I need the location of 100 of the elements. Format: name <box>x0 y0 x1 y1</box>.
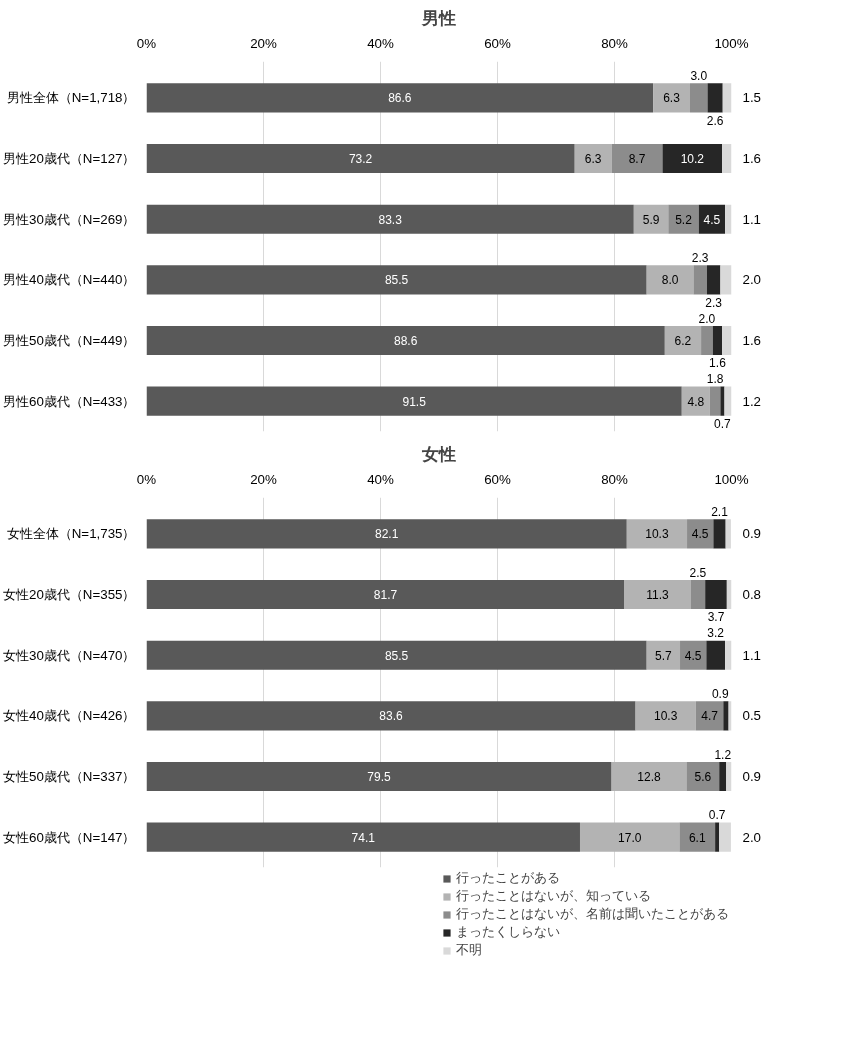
y-tick-label: 男性60歳代（N=433） <box>3 393 136 409</box>
bar <box>726 761 732 792</box>
bar <box>611 761 687 792</box>
bar <box>725 519 731 549</box>
bar <box>635 701 696 731</box>
data-label: 0.9 <box>711 686 729 701</box>
data-label: 4.5 <box>684 648 702 663</box>
data-label: 1.1 <box>742 647 762 663</box>
bar <box>724 386 732 416</box>
bar <box>679 822 716 852</box>
data-label: 5.6 <box>694 770 712 785</box>
y-tick-label: 男性20歳代（N=127） <box>3 151 136 167</box>
data-label: 79.5 <box>367 770 392 785</box>
bar <box>146 325 665 356</box>
bar <box>712 325 723 356</box>
x-tick-label: 0% <box>136 471 157 487</box>
data-label: 10.3 <box>645 527 669 542</box>
data-label: 4.7 <box>701 709 719 724</box>
bar <box>624 579 691 610</box>
data-label: 3.2 <box>707 626 725 641</box>
bar <box>146 265 647 295</box>
bar <box>695 701 724 731</box>
bar <box>579 822 680 852</box>
x-tick-label: 60% <box>484 35 511 51</box>
x-tick-label: 100% <box>714 471 749 487</box>
data-label: 2.6 <box>706 113 724 128</box>
y-tick-label: 女性全体（N=1,735） <box>6 526 136 542</box>
data-label: 1.8 <box>706 372 724 387</box>
bar <box>722 325 732 356</box>
data-label: 12.8 <box>637 770 662 785</box>
bar <box>574 143 612 174</box>
bar <box>668 204 699 234</box>
data-label: 11.3 <box>646 588 670 603</box>
chart-title: 男性 <box>421 7 456 28</box>
y-tick-label: 女性40歳代（N=426） <box>3 708 136 724</box>
data-label: 2.0 <box>742 829 762 845</box>
bar <box>713 519 726 549</box>
data-label: 2.3 <box>691 250 709 265</box>
data-label: 4.5 <box>703 212 721 227</box>
data-label: 74.1 <box>351 830 376 845</box>
data-label: 82.1 <box>374 527 399 542</box>
data-label: 1.6 <box>742 151 762 167</box>
bar <box>719 822 731 852</box>
legend-label: 行ったことはないが、知っている <box>456 887 651 905</box>
y-tick-label: 女性30歳代（N=470） <box>3 647 136 663</box>
bar <box>662 143 723 174</box>
data-label: 4.5 <box>691 527 709 542</box>
x-tick-label: 80% <box>601 35 628 51</box>
data-label: 3.7 <box>707 610 725 625</box>
data-label: 2.3 <box>705 295 723 310</box>
data-label: 81.7 <box>373 588 398 603</box>
data-label: 1.2 <box>714 747 732 762</box>
data-label: 86.6 <box>388 91 412 106</box>
data-label: 6.1 <box>688 830 706 845</box>
x-tick-label: 20% <box>250 35 277 51</box>
bar <box>146 204 634 234</box>
bar <box>701 325 713 356</box>
bar <box>693 265 707 295</box>
bar <box>664 325 702 356</box>
bar <box>689 83 708 113</box>
data-label: 0.8 <box>742 587 762 603</box>
data-label: 8.0 <box>661 273 679 288</box>
data-label: 6.2 <box>674 334 692 349</box>
data-label: 85.5 <box>384 648 409 663</box>
x-tick-label: 0% <box>136 35 157 51</box>
y-tick-label: 男性全体（N=1,718） <box>6 90 136 106</box>
x-tick-label: 40% <box>367 35 394 51</box>
data-label: 2.0 <box>698 311 716 326</box>
data-label: 2.0 <box>742 272 762 288</box>
data-label: 1.1 <box>742 211 762 227</box>
bar <box>146 640 647 670</box>
bar <box>707 83 723 113</box>
legend-label: 不明 <box>456 941 482 959</box>
bar <box>690 579 706 610</box>
bar <box>146 519 627 549</box>
x-tick-label: 40% <box>367 471 394 487</box>
y-tick-label: 男性40歳代（N=440） <box>3 272 136 288</box>
y-tick-label: 女性60歳代（N=147） <box>3 829 136 845</box>
legend-label: 行ったことがある <box>456 869 560 887</box>
chart-title: 女性 <box>421 443 456 464</box>
data-label: 2.5 <box>689 565 707 580</box>
data-label: 4.8 <box>687 394 705 409</box>
bar <box>653 83 690 113</box>
data-label: 0.7 <box>708 808 726 823</box>
data-label: 83.3 <box>378 212 403 227</box>
bar <box>720 265 732 295</box>
data-label: 10.3 <box>654 709 678 724</box>
data-label: 8.7 <box>628 152 646 167</box>
data-label: 5.2 <box>675 212 693 227</box>
bar <box>146 701 636 731</box>
data-label: 1.2 <box>742 393 762 409</box>
data-label: 6.3 <box>663 91 681 106</box>
bar <box>725 204 732 234</box>
bar <box>706 265 721 295</box>
bar <box>709 386 721 416</box>
data-label: 6.3 <box>584 152 602 167</box>
y-tick-label: 男性30歳代（N=269） <box>3 211 136 227</box>
bar <box>719 761 727 792</box>
data-label: 88.6 <box>393 334 418 349</box>
bar <box>646 640 681 670</box>
